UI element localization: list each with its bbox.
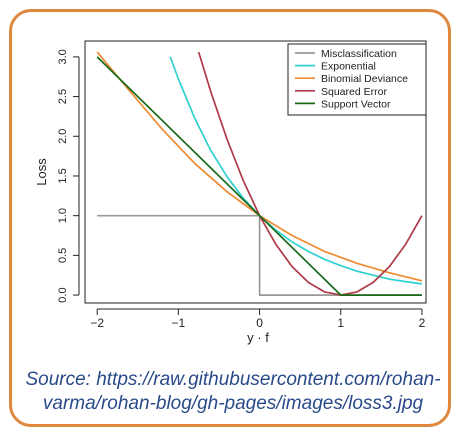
legend-entry: Support Vector — [321, 98, 391, 110]
y-tick-label: 2.0 — [57, 129, 69, 144]
series-line-support-vector — [96, 56, 422, 296]
x-tick-label: 0 — [256, 316, 263, 330]
series-line-squared-error — [197, 51, 423, 296]
x-axis-label: y · f — [247, 330, 269, 345]
y-axis-label: Loss — [34, 158, 49, 186]
y-tick-label: 0.0 — [57, 287, 69, 302]
source-caption: Source: https://raw.githubusercontent.co… — [25, 369, 441, 414]
y-axis: 0.0 0.5 1.0 1.5 2.0 2.5 3.0 — [57, 49, 80, 303]
x-tick-label: 1 — [337, 316, 344, 330]
legend-entry: Binomial Deviance — [321, 73, 408, 85]
y-tick-label: 2.5 — [57, 89, 69, 104]
y-tick-label: 1.5 — [57, 168, 69, 183]
x-axis: −2 −1 0 1 2 — [90, 308, 426, 330]
y-tick-label: 1.0 — [57, 208, 69, 223]
y-tick-label: 0.5 — [57, 248, 69, 263]
series-layer — [96, 51, 423, 296]
y-tick-label: 3.0 — [57, 49, 69, 64]
legend-entry: Misclassification — [321, 48, 397, 60]
plot-area-box — [84, 40, 427, 304]
loss-chart: −2 −1 0 1 2 0.0 0.5 1.0 1.5 2.0 2.5 3.0 Misclassif… — [34, 40, 427, 345]
x-tick-label: 2 — [419, 316, 426, 330]
legend-entry: Squared Error — [321, 86, 387, 98]
x-tick-label: −1 — [172, 316, 186, 330]
legend-entry: Exponential — [321, 61, 376, 73]
x-tick-label: −2 — [90, 316, 104, 330]
